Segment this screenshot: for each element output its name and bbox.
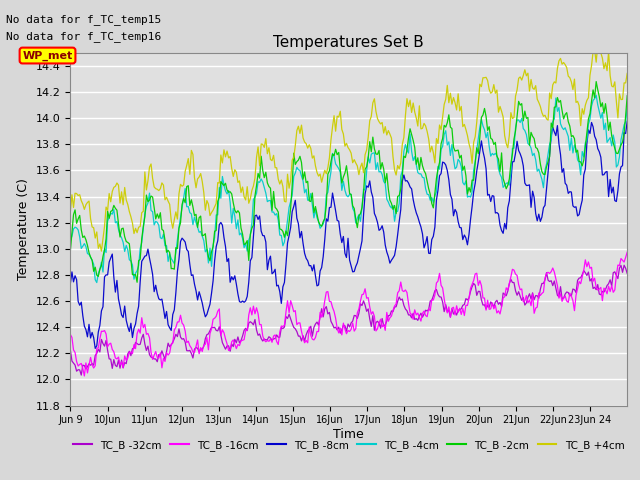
Legend: TC_B -32cm, TC_B -16cm, TC_B -8cm, TC_B -4cm, TC_B -2cm, TC_B +4cm: TC_B -32cm, TC_B -16cm, TC_B -8cm, TC_B … [69,436,628,455]
Title: Temperatures Set B: Temperatures Set B [273,35,424,50]
Text: No data for f_TC_temp15: No data for f_TC_temp15 [6,14,162,25]
Text: No data for f_TC_temp16: No data for f_TC_temp16 [6,31,162,42]
X-axis label: Time: Time [333,428,364,441]
Text: WP_met: WP_met [22,50,73,60]
Y-axis label: Temperature (C): Temperature (C) [17,178,30,280]
